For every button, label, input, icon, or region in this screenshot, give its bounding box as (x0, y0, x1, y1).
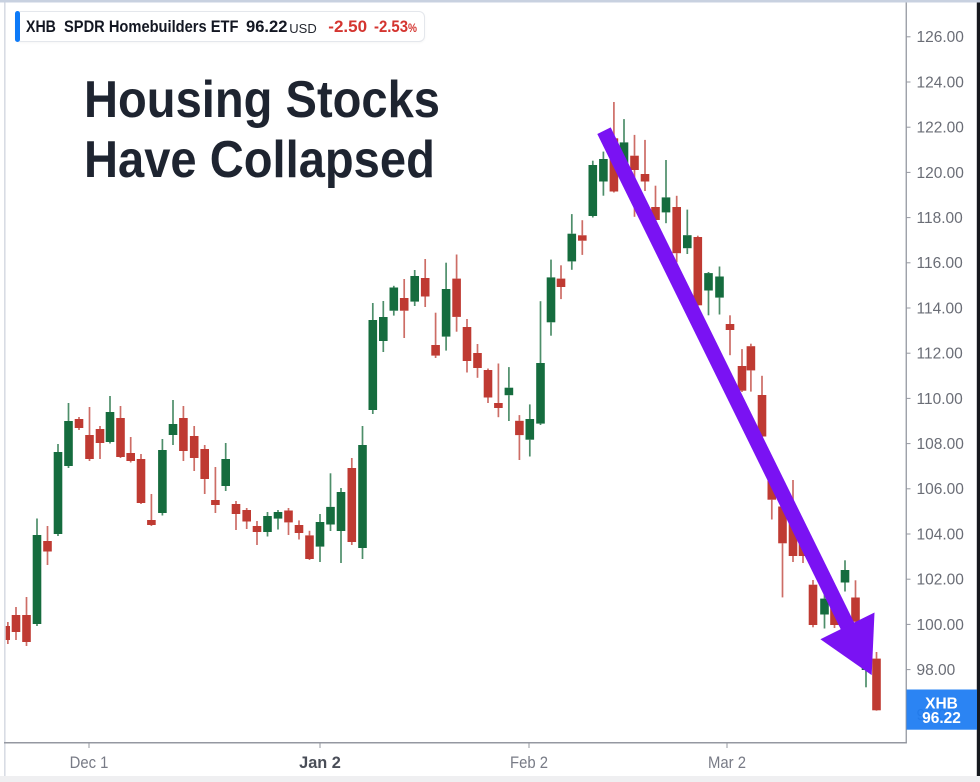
svg-text:96.22: 96.22 (922, 710, 961, 727)
svg-text:XHB: XHB (925, 695, 958, 712)
svg-text:Dec 1: Dec 1 (70, 754, 109, 772)
svg-text:104.00: 104.00 (917, 526, 965, 543)
svg-text:124.00: 124.00 (917, 74, 965, 91)
svg-text:Jan 2: Jan 2 (299, 753, 341, 772)
svg-text:116.00: 116.00 (917, 255, 964, 272)
svg-text:118.00: 118.00 (917, 210, 964, 227)
svg-text:126.00: 126.00 (917, 29, 965, 46)
svg-text:Feb 2: Feb 2 (510, 754, 548, 772)
svg-text:98.00: 98.00 (917, 662, 956, 679)
svg-text:106.00: 106.00 (917, 481, 965, 498)
svg-text:120.00: 120.00 (917, 165, 965, 182)
svg-text:122.00: 122.00 (917, 120, 965, 137)
svg-text:114.00: 114.00 (917, 300, 964, 317)
svg-text:102.00: 102.00 (917, 572, 965, 589)
svg-text:Mar 2: Mar 2 (708, 754, 746, 772)
svg-text:112.00: 112.00 (917, 346, 964, 363)
svg-text:108.00: 108.00 (917, 436, 965, 453)
svg-text:110.00: 110.00 (917, 391, 964, 408)
svg-text:100.00: 100.00 (917, 617, 965, 634)
